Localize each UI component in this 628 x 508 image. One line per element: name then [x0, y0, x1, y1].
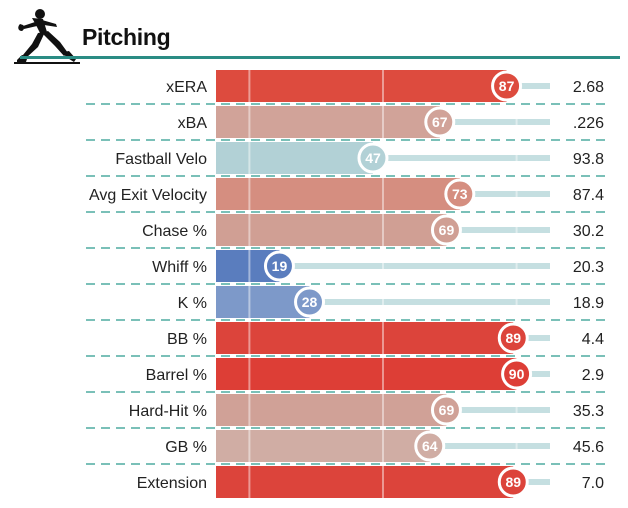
metric-value: 87.4: [573, 187, 604, 204]
percentile-circle: [444, 178, 476, 210]
metric-value: 7.0: [582, 475, 604, 492]
metric-label: Extension: [137, 475, 207, 492]
percentile-circle: [263, 250, 295, 282]
metric-label: BB %: [167, 331, 207, 348]
metric-value: 93.8: [573, 151, 604, 168]
pitcher-silhouette-icon: [14, 9, 80, 64]
metric-row-k: K % 18.9: [86, 286, 608, 321]
metric-label: K %: [178, 295, 207, 312]
percentile-circle: [497, 322, 529, 354]
metric-value: 20.3: [573, 259, 604, 276]
metric-row-fastball-velo: Fastball Velo 93.8: [86, 142, 608, 177]
percentile-bar: [216, 178, 460, 210]
metric-row-gb: GB % 45.6: [86, 430, 608, 465]
percentile-label: 69: [439, 222, 455, 238]
metric-label: Hard-Hit %: [129, 403, 207, 420]
percentile-track: [216, 299, 550, 305]
percentile-bar: [216, 106, 440, 138]
percentile-circle: [501, 358, 533, 390]
metric-label: xERA: [166, 79, 207, 96]
metric-label: xBA: [178, 115, 208, 132]
metric-value: 45.6: [573, 439, 604, 456]
metric-row-xba: xBA .226: [86, 106, 608, 141]
percentile-bar: [216, 286, 310, 318]
percentile-circle: [497, 466, 529, 498]
metric-row-hard-hit: Hard-Hit % 35.3: [86, 394, 608, 429]
metric-label: Chase %: [142, 223, 207, 240]
metric-row-extension: Extension 7.0: [137, 466, 604, 498]
percentile-label: 47: [365, 150, 381, 166]
percentile-label: 67: [432, 114, 448, 130]
header-rule: [20, 56, 620, 59]
percentile-track: [216, 263, 550, 269]
percentile-bar: [216, 466, 514, 498]
percentile-circle: [491, 70, 523, 102]
metric-label: Avg Exit Velocity: [89, 187, 207, 204]
metric-row-avg-exit-velocity: Avg Exit Velocity 87.4: [86, 178, 608, 213]
percentile-circle: [430, 394, 462, 426]
percentile-circle: [357, 142, 389, 174]
percentile-label: 19: [272, 258, 288, 274]
metric-value: 35.3: [573, 403, 604, 420]
percentile-label: 69: [439, 402, 455, 418]
metric-row-barrel: Barrel % 2.9: [86, 358, 608, 393]
percentile-bar: [216, 358, 517, 390]
metric-value: .226: [573, 115, 604, 132]
percentile-bar: [216, 322, 514, 354]
percentile-label: 89: [505, 330, 521, 346]
metric-value: 18.9: [573, 295, 604, 312]
metric-row-whiff: Whiff % 20.3: [86, 250, 608, 285]
metric-label: Barrel %: [146, 367, 207, 384]
percentile-label: 73: [452, 186, 468, 202]
section-title: Pitching: [82, 24, 171, 50]
percentile-bar: [216, 70, 507, 102]
metric-row-bb: BB % 4.4: [86, 322, 608, 357]
percentile-label: 28: [302, 294, 318, 310]
metric-label: GB %: [165, 439, 207, 456]
metric-label: Fastball Velo: [115, 151, 207, 168]
percentile-label: 87: [499, 78, 515, 94]
percentile-circle: [430, 214, 462, 246]
metric-value: 2.9: [582, 367, 604, 384]
percentile-circle: [424, 106, 456, 138]
metric-value: 4.4: [582, 331, 604, 348]
percentile-circle: [414, 430, 446, 462]
metric-label: Whiff %: [152, 259, 207, 276]
percentile-bar: [216, 394, 447, 426]
percentile-circle: [294, 286, 326, 318]
metric-value: 2.68: [573, 79, 604, 96]
percentile-bar: [216, 214, 447, 246]
metric-value: 30.2: [573, 223, 604, 240]
percentile-label: 64: [422, 438, 438, 454]
section-header: Pitching: [0, 0, 628, 64]
percentile-label: 89: [505, 474, 521, 490]
metric-row-xera: xERA 2.68: [86, 70, 608, 105]
percentile-bar: [216, 430, 430, 462]
percentile-bar: [216, 142, 373, 174]
percentile-label: 90: [509, 366, 525, 382]
metric-row-chase: Chase % 30.2: [86, 214, 608, 249]
